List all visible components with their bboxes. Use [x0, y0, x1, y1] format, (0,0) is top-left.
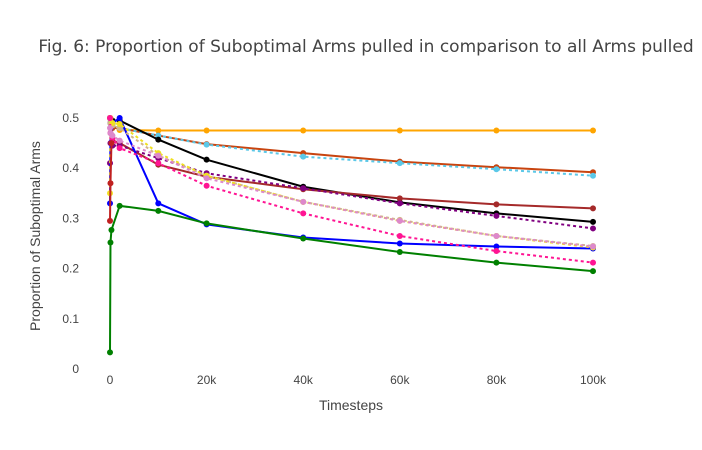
- y-tick-label: 0.1: [62, 312, 79, 326]
- data-point: [396, 240, 403, 247]
- y-tick-label: 0.3: [62, 211, 79, 225]
- data-point: [493, 259, 500, 266]
- x-tick-label: 80k: [487, 373, 507, 387]
- data-point: [155, 207, 162, 214]
- data-point: [300, 127, 307, 134]
- data-point: [116, 202, 123, 209]
- data-point: [300, 153, 307, 160]
- data-point: [203, 156, 210, 163]
- x-tick-label: 100k: [580, 373, 607, 387]
- y-tick-label: 0.5: [62, 111, 79, 125]
- data-point: [155, 127, 162, 134]
- data-point: [493, 127, 500, 134]
- data-point: [590, 243, 596, 250]
- y-axis-label: Proportion of Suboptimal Arms: [27, 141, 43, 331]
- data-point: [203, 175, 210, 182]
- data-point: [107, 349, 113, 356]
- data-point: [590, 259, 596, 266]
- series-10: [107, 125, 596, 250]
- data-point: [300, 235, 307, 242]
- data-point: [396, 232, 403, 239]
- plot-area: [107, 115, 596, 356]
- data-point: [300, 198, 307, 205]
- data-point: [590, 225, 596, 232]
- data-point: [107, 239, 114, 246]
- series-1: [107, 115, 596, 176]
- data-point: [203, 127, 210, 134]
- data-point: [116, 115, 123, 121]
- x-tick-label: 20k: [197, 373, 217, 387]
- data-point: [396, 249, 403, 256]
- data-point: [116, 145, 123, 152]
- x-axis-ticks: 0 20k 40k 60k 80k 100k: [107, 373, 607, 387]
- data-point: [155, 152, 162, 159]
- series-8: [107, 115, 596, 251]
- series-4: [107, 115, 596, 212]
- x-tick-label: 60k: [390, 373, 410, 387]
- data-point: [155, 200, 162, 207]
- data-point: [109, 132, 116, 139]
- data-point: [116, 137, 123, 144]
- data-point: [396, 200, 403, 207]
- data-point: [493, 248, 500, 255]
- data-point: [396, 195, 403, 202]
- data-point: [590, 218, 596, 225]
- x-tick-label: 40k: [294, 373, 314, 387]
- series-6: [107, 115, 596, 252]
- data-point: [590, 172, 596, 179]
- data-point: [590, 127, 596, 134]
- data-point: [155, 136, 162, 143]
- series-line: [109, 127, 594, 248]
- data-point: [300, 185, 307, 192]
- series-11: [107, 140, 115, 224]
- data-point: [396, 217, 403, 224]
- data-point: [590, 268, 596, 275]
- series-0: [107, 115, 596, 134]
- data-point: [396, 127, 403, 134]
- series-line: [109, 117, 594, 248]
- x-tick-label: 0: [107, 373, 114, 387]
- data-point: [107, 180, 114, 187]
- data-point: [493, 243, 500, 250]
- data-point: [493, 212, 500, 219]
- data-point: [155, 160, 162, 167]
- series-5: [107, 140, 596, 232]
- data-point: [300, 210, 307, 217]
- series-line: [109, 117, 594, 249]
- y-tick-label: 0.4: [62, 161, 79, 175]
- chart-title: Fig. 6: Proportion of Suboptimal Arms pu…: [38, 37, 693, 57]
- series-line: [109, 204, 594, 353]
- data-point: [116, 121, 123, 128]
- data-point: [203, 182, 210, 189]
- series-line: [109, 116, 594, 250]
- data-point: [493, 166, 500, 173]
- data-point: [396, 160, 403, 167]
- y-axis-ticks: 0 0.1 0.2 0.3 0.4 0.5: [62, 111, 79, 376]
- data-point: [108, 140, 115, 147]
- series-9: [107, 115, 596, 266]
- data-point: [107, 217, 113, 224]
- data-point: [203, 220, 210, 227]
- data-point: [203, 141, 210, 148]
- data-point: [493, 201, 500, 208]
- y-tick-label: 0: [72, 362, 79, 376]
- data-point: [107, 125, 113, 132]
- data-point: [590, 205, 596, 212]
- series-12: [107, 202, 596, 356]
- data-point: [107, 115, 113, 121]
- y-tick-label: 0.2: [62, 262, 79, 276]
- x-axis-label: Timesteps: [319, 397, 383, 413]
- series-7: [107, 115, 596, 250]
- data-point: [493, 232, 500, 239]
- series-line: [109, 117, 593, 132]
- data-point: [108, 226, 115, 233]
